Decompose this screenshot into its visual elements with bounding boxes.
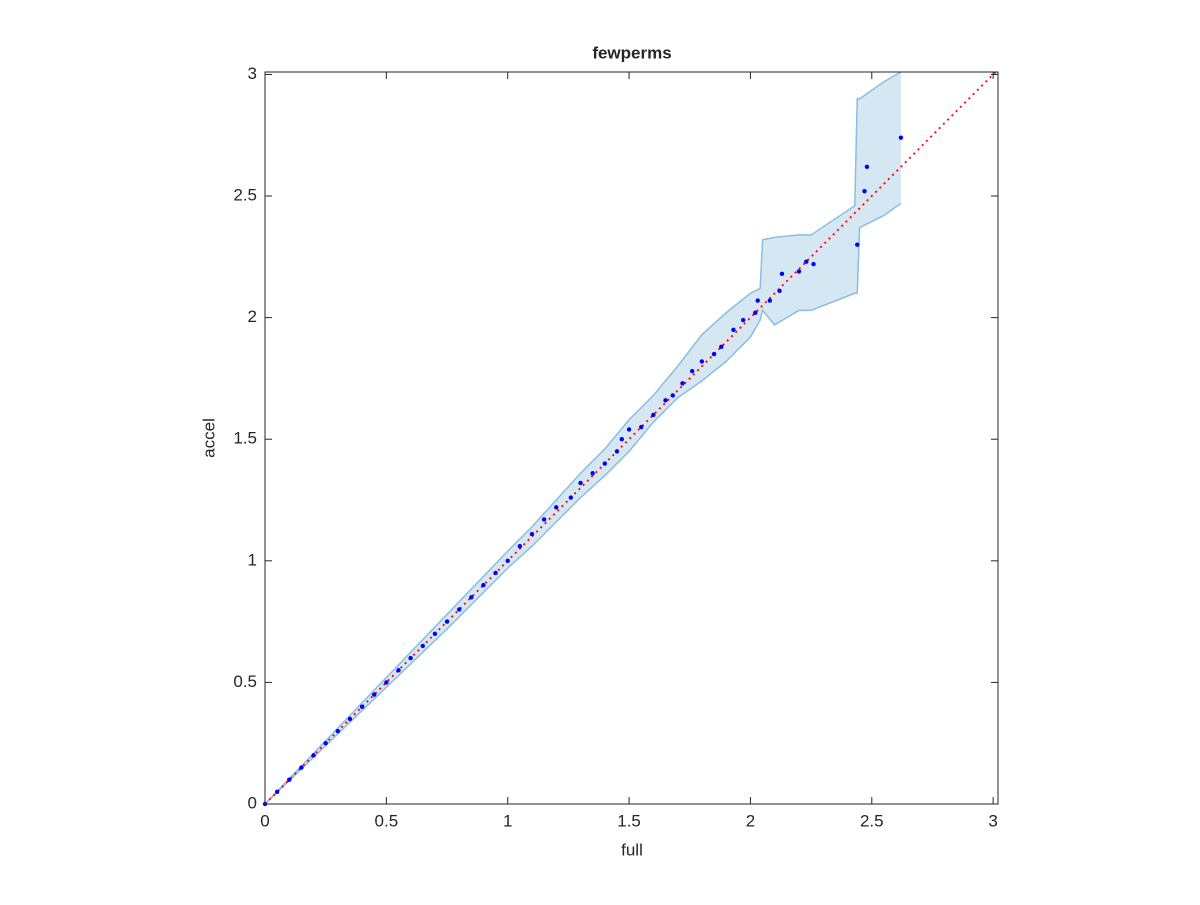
point xyxy=(796,269,802,274)
chart-title: fewperms xyxy=(592,43,671,62)
x-axis-label: full xyxy=(621,840,643,859)
point xyxy=(274,789,280,795)
x-tick-label: 1 xyxy=(503,811,512,830)
point xyxy=(689,368,695,374)
x-tick-label: 2 xyxy=(746,811,755,830)
point xyxy=(323,741,328,746)
point xyxy=(432,631,438,636)
y-tick-label: 2 xyxy=(248,307,257,326)
point xyxy=(755,298,760,303)
point xyxy=(619,437,624,442)
point xyxy=(568,495,574,500)
point xyxy=(626,427,632,432)
x-tick-label: 2.5 xyxy=(860,811,884,830)
point xyxy=(719,344,724,350)
point xyxy=(590,471,595,476)
band-lower xyxy=(264,202,902,805)
point xyxy=(811,261,816,267)
point xyxy=(779,271,785,277)
point xyxy=(420,643,425,649)
band-upper xyxy=(264,71,902,805)
y-tick-label: 1.5 xyxy=(233,429,257,448)
point xyxy=(777,288,782,294)
y-axis-label: accel xyxy=(199,418,218,458)
point xyxy=(699,359,705,364)
point xyxy=(335,728,341,734)
point xyxy=(651,412,656,418)
y-tick-label: 0 xyxy=(248,793,257,812)
point xyxy=(554,505,559,510)
y-tick-label: 3 xyxy=(248,64,257,83)
point xyxy=(529,531,535,537)
point xyxy=(456,607,462,612)
point xyxy=(578,480,583,486)
x-tick-label: 3 xyxy=(988,811,997,830)
point xyxy=(804,259,809,264)
point xyxy=(505,558,510,564)
point xyxy=(680,381,685,386)
x-tick-label: 0 xyxy=(260,811,269,830)
y-tick-label: 1 xyxy=(248,550,257,569)
point xyxy=(287,777,292,782)
point xyxy=(311,753,316,758)
point xyxy=(517,544,523,549)
point xyxy=(898,135,904,140)
point xyxy=(711,351,717,357)
point xyxy=(740,317,746,323)
point xyxy=(753,310,758,315)
point xyxy=(396,668,401,673)
axes-box xyxy=(264,71,999,805)
x-tick-label: 1.5 xyxy=(617,811,641,830)
point xyxy=(469,595,474,600)
point xyxy=(639,424,644,430)
point xyxy=(541,517,547,522)
point xyxy=(855,242,860,247)
point xyxy=(347,716,353,722)
point xyxy=(862,188,867,194)
point xyxy=(444,619,450,624)
point xyxy=(481,582,486,588)
point xyxy=(614,449,620,454)
point xyxy=(767,298,773,303)
reference-line xyxy=(264,68,999,805)
point xyxy=(602,461,608,466)
point xyxy=(670,393,675,398)
point xyxy=(359,704,365,709)
y-tick-label: 2.5 xyxy=(233,186,257,205)
point xyxy=(864,164,870,170)
point xyxy=(384,680,389,685)
point xyxy=(408,655,413,661)
point xyxy=(372,692,377,697)
x-tick-label: 0.5 xyxy=(375,811,399,830)
y-tick-label: 0.5 xyxy=(233,672,257,691)
point xyxy=(299,765,304,770)
point xyxy=(663,398,668,403)
point xyxy=(493,570,498,576)
point xyxy=(731,327,736,332)
